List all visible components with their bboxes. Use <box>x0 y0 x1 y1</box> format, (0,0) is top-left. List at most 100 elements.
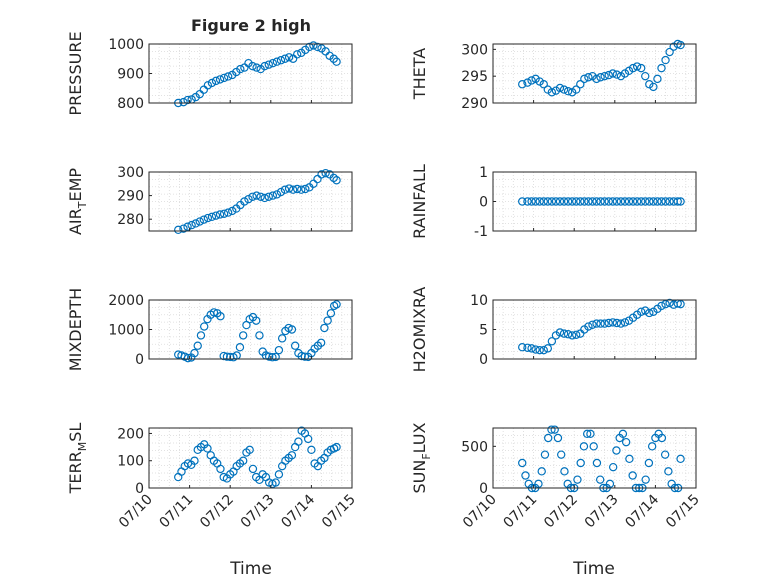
data-point <box>199 85 209 94</box>
axes-box <box>492 43 697 104</box>
data-point <box>572 197 581 206</box>
data-point <box>179 224 188 233</box>
data-point <box>215 75 225 84</box>
data-point <box>589 442 598 451</box>
data-point <box>649 82 658 92</box>
data-point <box>332 442 341 452</box>
data-point <box>236 64 245 74</box>
data-point <box>612 318 622 328</box>
data-point <box>612 446 621 455</box>
data-point <box>580 197 589 206</box>
data-point <box>608 318 617 327</box>
data-point <box>641 197 650 206</box>
data-point <box>203 81 213 90</box>
y-label-part: EMP <box>66 168 85 202</box>
data-point <box>596 197 605 206</box>
axes-box <box>148 171 353 232</box>
data-point <box>272 57 282 66</box>
subplot-theta: 290 295 300 THETA <box>410 39 697 112</box>
x-axis-label-right: Time <box>572 559 615 579</box>
data-point <box>604 318 613 328</box>
data-point <box>632 62 642 71</box>
data-point <box>620 197 630 206</box>
data-point <box>211 76 221 86</box>
data-point <box>537 467 546 476</box>
data-point <box>559 85 569 94</box>
data-point <box>264 60 273 69</box>
data-point <box>661 55 670 65</box>
data-point <box>521 471 530 480</box>
data-point <box>223 72 233 81</box>
data-point <box>287 451 297 460</box>
data-point <box>592 458 602 468</box>
data-point <box>592 74 601 84</box>
data-point <box>628 197 638 206</box>
data-point <box>547 197 557 206</box>
y-tick-label: 800 <box>117 96 144 112</box>
data-point <box>527 197 536 206</box>
data-point <box>584 73 593 82</box>
data-point <box>579 442 589 451</box>
data-point <box>596 73 605 82</box>
data-point <box>649 197 658 206</box>
y-tick-label: 500 <box>461 439 488 455</box>
data-point <box>653 74 662 84</box>
y-axis-label: THETA <box>410 48 429 100</box>
data-point <box>228 206 237 216</box>
data-point <box>527 76 536 85</box>
data-point <box>641 306 650 315</box>
x-tick-label: 07/14 <box>278 491 318 531</box>
subplot-h2omixra: 0 5 10 H2OMIXRA <box>410 287 697 373</box>
data-point <box>211 211 221 220</box>
x-tick-label: 07/13 <box>238 492 278 532</box>
data-point <box>645 308 654 318</box>
data-point <box>636 197 646 206</box>
data-point <box>531 345 540 354</box>
y-label-subscript: F <box>420 453 433 459</box>
data-point <box>223 208 233 217</box>
data-point <box>596 319 605 328</box>
data-point <box>543 197 553 206</box>
data-point <box>612 70 622 79</box>
data-point <box>271 478 280 487</box>
axes-box <box>492 427 697 489</box>
data-point <box>641 475 650 484</box>
x-tick-label: 07/15 <box>319 492 359 532</box>
x-tick-label: 07/14 <box>622 491 662 531</box>
data-point <box>595 475 605 484</box>
data-point <box>260 61 269 71</box>
data-point <box>195 217 204 226</box>
y-tick-label: 0 <box>135 481 144 497</box>
data-point <box>196 331 206 340</box>
data-point <box>632 197 642 206</box>
data-point <box>290 341 300 350</box>
x-tick-label: 07/10 <box>460 492 500 532</box>
data-point <box>572 85 581 94</box>
data-point <box>657 197 666 206</box>
data-point <box>620 318 630 327</box>
y-label-part: AIR <box>66 208 85 235</box>
subplot-sun-flux: 0 500 SUNFLUX 07/10 07/11 07/12 07/13 07/14 07/1… <box>410 422 703 531</box>
data-point <box>280 54 290 63</box>
x-tick-label: 07/15 <box>663 492 703 532</box>
data-point <box>641 71 650 81</box>
data-point <box>248 464 258 474</box>
y-axis-label: H2OMIXRA <box>410 287 429 373</box>
data-point <box>518 343 527 352</box>
data-point <box>193 341 202 350</box>
y-tick-label: 0 <box>479 352 488 368</box>
data-point <box>187 220 196 230</box>
data-point <box>676 454 685 464</box>
data-point <box>653 197 662 206</box>
data-point <box>268 191 278 200</box>
data-point <box>260 193 269 203</box>
data-point <box>628 63 638 73</box>
data-point <box>576 80 585 89</box>
y-tick-label: 290 <box>117 189 144 205</box>
subplot-pressure: 800 900 1000 PRESSURE <box>66 31 353 116</box>
data-point <box>277 334 287 343</box>
y-axis-label: RAINFALL <box>410 164 429 239</box>
y-tick-label: 0 <box>479 481 488 497</box>
data-point <box>557 450 566 459</box>
data-point <box>616 197 626 206</box>
